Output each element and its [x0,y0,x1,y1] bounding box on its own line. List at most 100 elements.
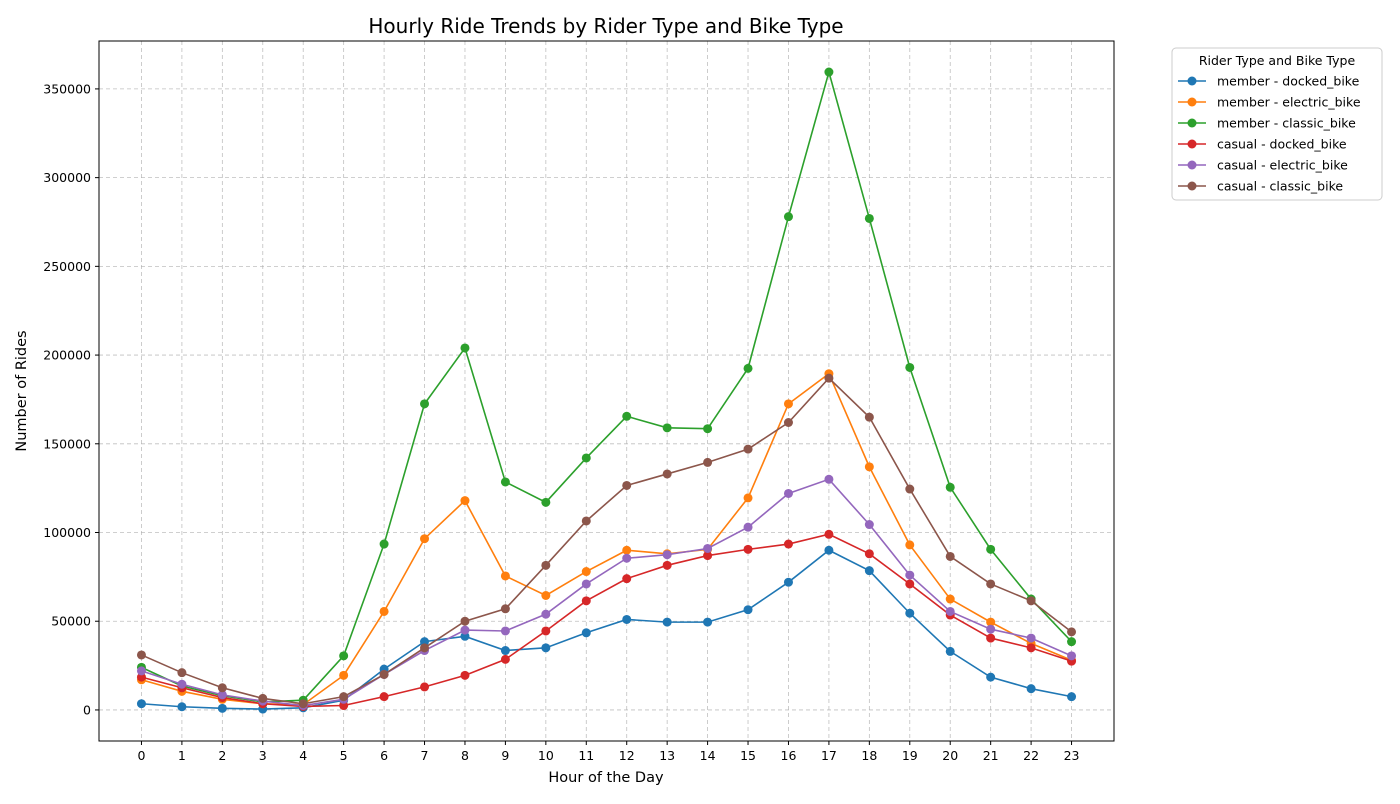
data-point [703,424,713,434]
data-point [864,520,874,530]
series-5 [136,373,1077,709]
data-point [379,539,389,549]
data-point [986,624,996,634]
data-point [864,566,874,576]
data-point [1067,637,1077,647]
x-tick-label: 19 [902,748,918,763]
data-point [1026,684,1036,694]
data-point [703,457,713,467]
plot-frame [98,40,1115,742]
legend-swatch-marker [1187,160,1197,170]
series-line [141,376,1073,705]
series-line [141,69,1073,703]
data-point [460,616,470,626]
data-point [379,669,389,679]
y-tick-label: 0 [83,702,91,717]
legend-item: casual - docked_bike [1178,137,1347,152]
data-point [864,213,874,223]
data-point [420,534,430,544]
data-point [986,672,996,682]
data-point [662,560,672,570]
y-axis: 0 50000 100000 150000 200000 250000 300000 3500… [43,81,99,717]
y-tick-label: 200000 [43,348,91,363]
data-point [298,699,308,709]
chart-title: Hourly Ride Trends by Rider Type and Bik… [368,14,843,38]
series-3 [136,529,1077,711]
data-point [783,539,793,549]
data-point [945,606,955,616]
data-point [824,545,834,555]
data-point [986,544,996,554]
data-point [743,544,753,554]
legend-item: casual - electric_bike [1178,158,1348,173]
y-tick-label: 50000 [51,614,91,629]
legend-label: member - classic_bike [1217,116,1356,131]
data-point [905,540,915,550]
data-point [783,212,793,222]
data-point [743,522,753,532]
x-tick-label: 8 [461,748,469,763]
legend-label: casual - docked_bike [1217,137,1347,152]
data-point [662,423,672,433]
legend-label: member - electric_bike [1217,95,1361,110]
x-tick-label: 2 [218,748,226,763]
data-point [986,633,996,643]
data-point [460,625,470,635]
x-tick-label: 7 [421,748,429,763]
data-point [581,516,591,526]
data-point [541,497,551,507]
series-line [141,372,1072,706]
data-point [339,651,349,661]
series-0 [136,545,1077,714]
data-point [581,579,591,589]
x-tick-label: 21 [983,748,999,763]
legend-title: Rider Type and Bike Type [1199,53,1356,68]
data-point [1067,627,1077,637]
data-point [500,571,510,581]
data-point [945,594,955,604]
series-line [141,478,1072,707]
data-point [743,363,753,373]
data-point [945,482,955,492]
x-axis: 0 1 2 3 4 5 6 7 8 9 10 11 12 13 14 15 16 17 18 19 20 21 22 23 [137,741,1079,763]
data-point [379,692,389,702]
data-point [420,637,430,647]
data-point [420,682,430,692]
data-point [986,579,996,589]
legend-label: casual - classic_bike [1217,179,1343,194]
legend-item: member - docked_bike [1178,74,1360,89]
data-point [622,480,632,490]
legend-swatch-marker [1187,139,1197,149]
data-point [783,399,793,409]
legend-item: casual - classic_bike [1178,179,1343,194]
data-point [824,474,834,484]
data-point [864,462,874,472]
data-point [541,626,551,636]
data-point [541,643,551,653]
x-tick-label: 0 [137,748,145,763]
y-axis-label: Number of Rides [14,330,30,451]
data-point [1026,643,1036,653]
x-tick-label: 3 [259,748,267,763]
data-point [662,617,672,627]
series-1 [136,369,1077,710]
data-point [824,373,834,383]
data-point [1026,633,1036,643]
data-point [703,617,713,627]
data-point [864,549,874,559]
data-point [905,579,915,589]
x-tick-label: 16 [781,748,797,763]
x-tick-label: 23 [1064,748,1080,763]
data-point [1026,596,1036,606]
data-point [1067,692,1077,702]
series-line [141,549,1072,710]
data-point [622,411,632,421]
data-point [1067,651,1077,661]
data-point [500,646,510,656]
data-point [783,577,793,587]
x-tick-label: 17 [821,748,837,763]
data-point [703,543,713,553]
x-tick-label: 18 [861,748,877,763]
x-axis-label: Hour of the Day [548,770,664,786]
